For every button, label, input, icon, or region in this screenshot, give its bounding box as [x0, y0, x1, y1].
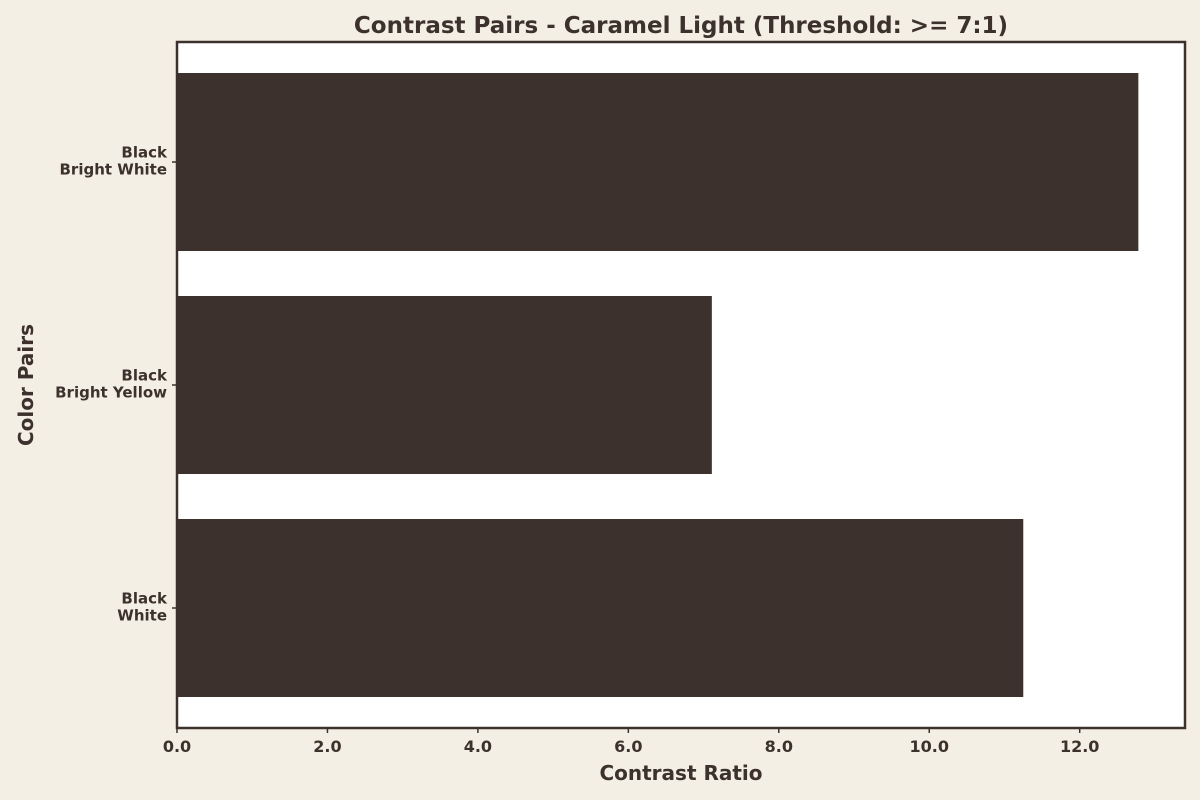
- y-tick-label-line: White: [117, 607, 167, 625]
- bar: [177, 296, 712, 474]
- bar: [177, 519, 1024, 697]
- x-axis-label: Contrast Ratio: [599, 761, 762, 785]
- x-tick-label: 6.0: [614, 737, 642, 756]
- x-tick-label: 4.0: [464, 737, 492, 756]
- y-tick-label-line: Bright White: [60, 161, 168, 179]
- x-tick-label: 10.0: [909, 737, 948, 756]
- x-tick-label: 2.0: [313, 737, 341, 756]
- y-tick-label-line: Black: [121, 590, 168, 608]
- x-axis-ticks: 0.0 2.0 4.0 6.0 8.0 10.0 12.0: [163, 728, 1099, 756]
- y-tick-label: Black White: [117, 590, 168, 625]
- bars: [177, 73, 1139, 697]
- x-tick-label: 8.0: [765, 737, 793, 756]
- y-tick-label: Black Bright White: [60, 144, 169, 179]
- bar: [177, 73, 1139, 251]
- x-tick-label: 12.0: [1060, 737, 1099, 756]
- y-axis-label: Color Pairs: [14, 324, 38, 446]
- y-tick-label-line: Bright Yellow: [55, 384, 167, 402]
- chart-title: Contrast Pairs - Caramel Light (Threshol…: [354, 13, 1008, 39]
- y-tick-label-line: Black: [121, 367, 168, 385]
- x-tick-label: 0.0: [163, 737, 191, 756]
- y-tick-label: Black Bright Yellow: [55, 367, 168, 402]
- y-tick-label-line: Black: [121, 144, 168, 162]
